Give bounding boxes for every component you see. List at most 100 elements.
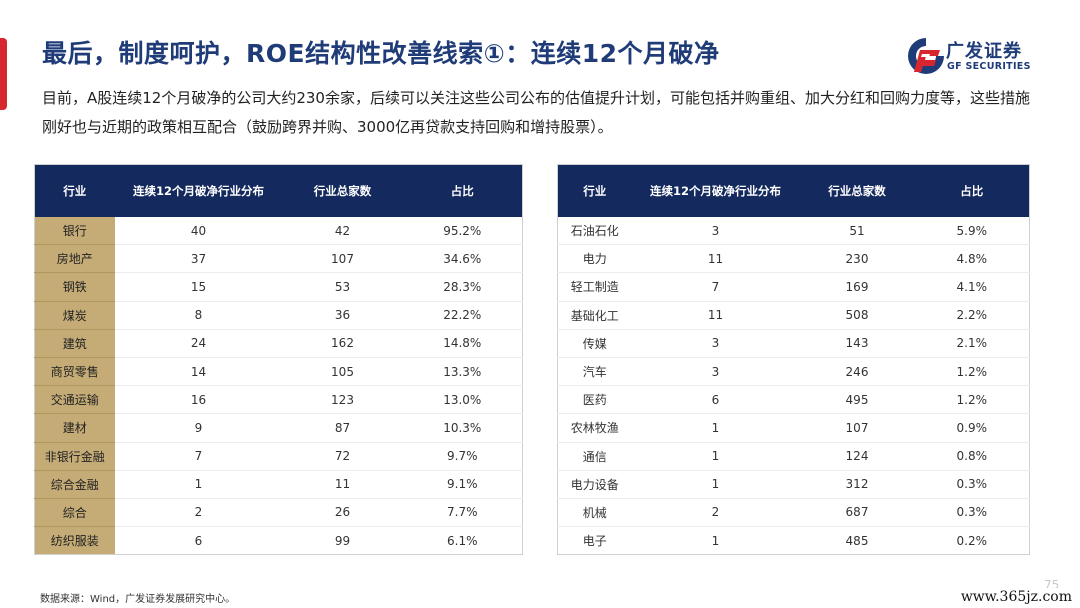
intro-paragraph: 目前，A股连续12个月破净的公司大约230余家，后续可以关注这些公司公布的估值提… [42,89,1030,136]
header-total: 行业总家数 [282,164,403,217]
cell-total: 124 [799,442,915,471]
cell-industry: 煤炭 [34,301,115,330]
cell-count: 1 [114,470,283,499]
cell-count: 16 [114,385,283,415]
cell-count: 11 [631,301,800,330]
cell-ratio: 34.6% [402,244,523,274]
cell-total: 246 [799,357,915,387]
cell-count: 14 [114,357,283,387]
cell-ratio: 0.9% [914,413,1030,443]
table-row: 轻工制造 7 169 4.1% [557,272,1030,302]
cell-total: 87 [282,413,403,443]
cell-count: 3 [631,329,800,358]
table-row: 综合 2 26 7.7% [34,498,523,528]
cell-industry: 机械 [557,498,632,528]
cell-industry: 交通运输 [34,385,115,415]
cell-ratio: 13.3% [402,357,523,387]
table-row: 房地产 37 107 34.6% [34,244,523,274]
table-row: 电子 1 485 0.2% [557,526,1030,555]
watermark-text: www.365jz.com [956,588,1076,606]
cell-industry: 石油石化 [557,217,632,246]
cell-ratio: 14.8% [402,329,523,358]
table-row: 综合金融 1 11 9.1% [34,470,523,499]
cell-ratio: 1.2% [914,385,1030,415]
cell-count: 40 [114,217,283,246]
cell-industry: 建材 [34,413,115,443]
left-accent-bar [0,38,7,110]
cell-industry: 综合 [34,498,115,528]
cell-industry: 汽车 [557,357,632,387]
cell-count: 9 [114,413,283,443]
cell-industry: 农林牧渔 [557,413,632,443]
cell-ratio: 22.2% [402,301,523,330]
cell-total: 107 [799,413,915,443]
cell-ratio: 4.8% [914,244,1030,274]
cell-industry: 银行 [34,217,115,246]
table-row: 汽车 3 246 1.2% [557,357,1030,387]
cell-total: 143 [799,329,915,358]
cell-ratio: 6.1% [402,526,523,555]
cell-industry: 非银行金融 [34,442,115,471]
cell-count: 7 [631,272,800,302]
cell-count: 1 [631,442,800,471]
header-total: 行业总家数 [799,164,915,217]
cell-ratio: 13.0% [402,385,523,415]
table-row: 医药 6 495 1.2% [557,385,1030,415]
source-note: 数据来源：Wind，广发证券发展研究中心。 [40,594,236,605]
cell-ratio: 9.7% [402,442,523,471]
cell-industry: 传媒 [557,329,632,358]
cell-ratio: 2.1% [914,329,1030,358]
table-row: 基础化工 11 508 2.2% [557,301,1030,330]
cell-industry: 电力 [557,244,632,274]
cell-total: 230 [799,244,915,274]
table-row: 电力 11 230 4.8% [557,244,1030,274]
table-row: 建材 9 87 10.3% [34,413,523,443]
cell-count: 37 [114,244,283,274]
cell-total: 11 [282,470,403,499]
cell-industry: 基础化工 [557,301,632,330]
cell-industry: 轻工制造 [557,272,632,302]
cell-ratio: 5.9% [914,217,1030,246]
cell-total: 312 [799,470,915,499]
table-row: 非银行金融 7 72 9.7% [34,442,523,471]
cell-total: 123 [282,385,403,415]
cell-ratio: 0.8% [914,442,1030,471]
table-row: 农林牧渔 1 107 0.9% [557,413,1030,443]
cell-industry: 建筑 [34,329,115,358]
cell-ratio: 9.1% [402,470,523,499]
cell-total: 687 [799,498,915,528]
table-row: 石油石化 3 51 5.9% [557,217,1030,246]
cell-ratio: 7.7% [402,498,523,528]
cell-count: 3 [631,217,800,246]
cell-ratio: 4.1% [914,272,1030,302]
cell-count: 1 [631,470,800,499]
cell-industry: 综合金融 [34,470,115,499]
cell-count: 1 [631,526,800,555]
header-distribution: 连续12个月破净行业分布 [114,164,283,217]
table-row: 机械 2 687 0.3% [557,498,1030,528]
header-industry: 行业 [557,164,632,217]
cell-ratio: 95.2% [402,217,523,246]
cell-total: 105 [282,357,403,387]
cell-total: 51 [799,217,915,246]
table-right: 行业 连续12个月破净行业分布 行业总家数 占比 石油石化 3 51 5.9% 电力 1… [557,164,1030,556]
cell-ratio: 10.3% [402,413,523,443]
cell-count: 8 [114,301,283,330]
cell-count: 6 [114,526,283,555]
cell-count: 6 [631,385,800,415]
table-header-row: 行业 连续12个月破净行业分布 行业总家数 占比 [557,164,1030,217]
cell-industry: 通信 [557,442,632,471]
cell-total: 107 [282,244,403,274]
cell-count: 1 [631,413,800,443]
table-row: 交通运输 16 123 13.0% [34,385,523,415]
table-row: 建筑 24 162 14.8% [34,329,523,358]
gf-logo-icon [908,38,944,74]
cell-total: 72 [282,442,403,471]
cell-ratio: 0.3% [914,470,1030,499]
table-row: 纺织服装 6 99 6.1% [34,526,523,555]
cell-ratio: 2.2% [914,301,1030,330]
cell-total: 36 [282,301,403,330]
table-row: 钢铁 15 53 28.3% [34,272,523,302]
cell-total: 99 [282,526,403,555]
table-header-row: 行业 连续12个月破净行业分布 行业总家数 占比 [34,164,523,217]
